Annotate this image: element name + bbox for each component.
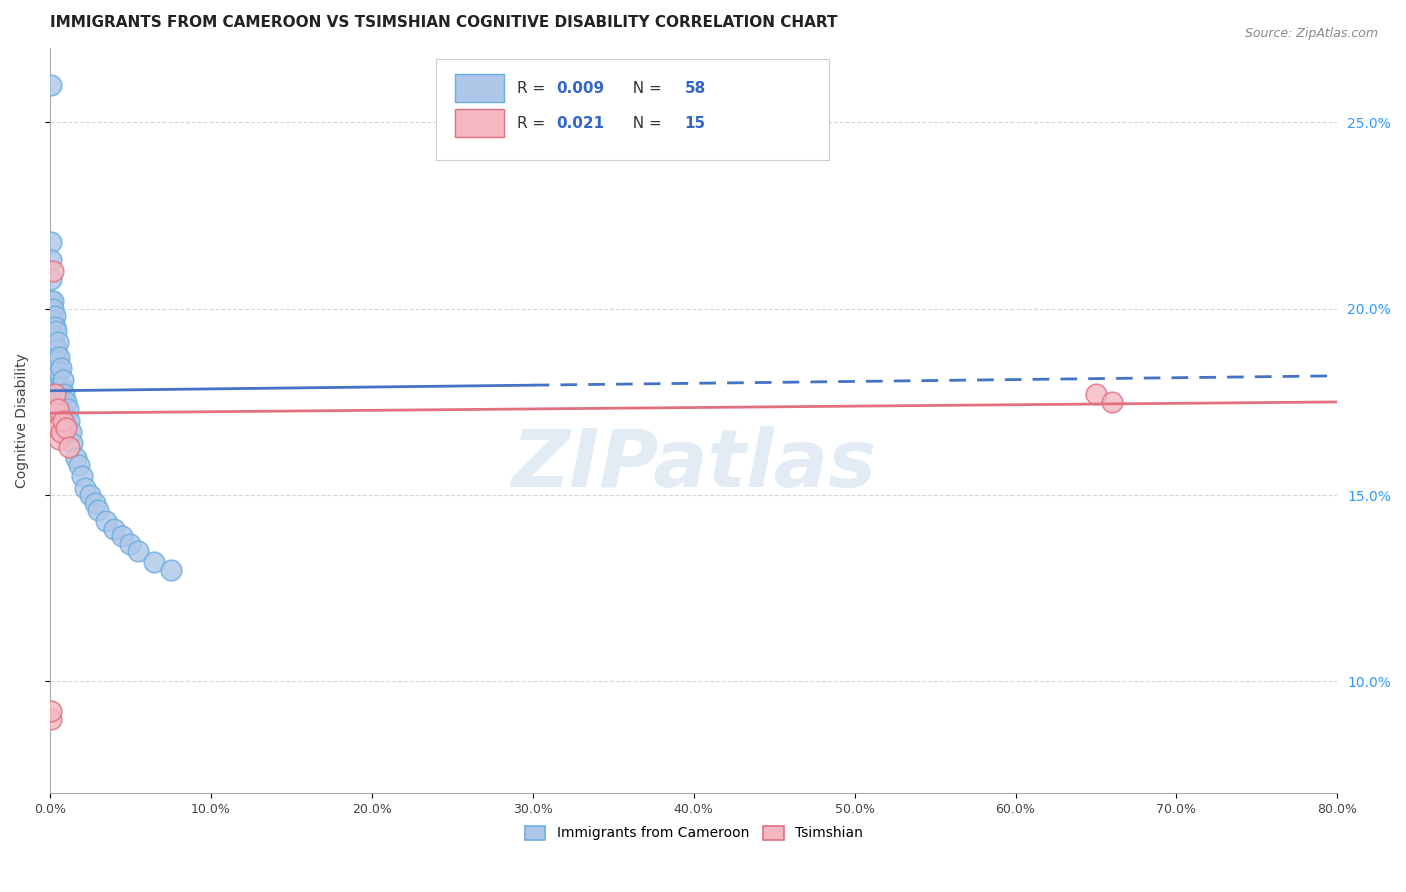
Point	[41, 704, 63, 718]
Point	[46, 354, 69, 368]
Text: 0.021: 0.021	[555, 116, 605, 130]
Point	[45, 376, 67, 391]
Point	[46, 402, 69, 417]
Point	[48, 432, 70, 446]
Text: Source: ZipAtlas.com: Source: ZipAtlas.com	[1244, 27, 1378, 40]
Point	[45, 361, 67, 376]
Point	[44, 339, 66, 353]
Text: 0.009: 0.009	[555, 80, 605, 95]
Point	[120, 536, 142, 550]
Point	[39, 78, 62, 92]
Point	[48, 387, 70, 401]
Point	[111, 529, 134, 543]
Point	[45, 343, 67, 357]
Point	[44, 373, 66, 387]
Text: N =: N =	[623, 116, 666, 130]
Point	[83, 495, 105, 509]
Point	[46, 335, 69, 350]
Point	[44, 320, 66, 334]
Point	[41, 313, 63, 327]
Legend: Immigrants from Cameroon, Tsimshian: Immigrants from Cameroon, Tsimshian	[519, 820, 868, 846]
Text: 58: 58	[685, 80, 706, 95]
FancyBboxPatch shape	[456, 74, 505, 103]
Point	[49, 425, 72, 439]
Point	[48, 365, 70, 379]
Point	[96, 514, 118, 528]
Point	[42, 264, 65, 278]
Point	[52, 409, 75, 424]
Point	[42, 313, 65, 327]
Point	[44, 354, 66, 368]
Point	[65, 450, 87, 465]
Point	[75, 481, 97, 495]
Point	[42, 294, 65, 309]
Point	[49, 361, 72, 376]
Text: N =: N =	[623, 80, 666, 95]
Point	[48, 350, 70, 364]
Point	[58, 440, 80, 454]
Point	[46, 421, 69, 435]
Point	[79, 488, 101, 502]
Text: R =: R =	[517, 80, 550, 95]
Point	[52, 413, 75, 427]
Point	[127, 544, 149, 558]
Point	[103, 522, 125, 536]
Point	[59, 425, 82, 439]
Point	[39, 712, 62, 726]
Point	[42, 301, 65, 316]
Point	[52, 373, 75, 387]
Point	[49, 402, 72, 417]
Point	[58, 413, 80, 427]
Point	[67, 458, 90, 473]
Point	[1101, 395, 1123, 409]
Point	[44, 384, 66, 398]
Point	[1085, 387, 1108, 401]
Point	[42, 368, 65, 383]
Point	[52, 391, 75, 405]
Point	[42, 339, 65, 353]
Y-axis label: Cognitive Disability: Cognitive Disability	[15, 353, 30, 488]
Text: R =: R =	[517, 116, 555, 130]
Point	[42, 354, 65, 368]
Point	[53, 387, 76, 401]
Point	[44, 309, 66, 323]
Text: ZIPatlas: ZIPatlas	[512, 426, 876, 504]
Point	[53, 406, 76, 420]
Point	[41, 272, 63, 286]
Point	[41, 294, 63, 309]
Text: 15: 15	[685, 116, 706, 130]
Text: IMMIGRANTS FROM CAMEROON VS TSIMSHIAN COGNITIVE DISABILITY CORRELATION CHART: IMMIGRANTS FROM CAMEROON VS TSIMSHIAN CO…	[49, 15, 838, 30]
Point	[45, 406, 67, 420]
Point	[56, 402, 79, 417]
Point	[42, 332, 65, 346]
Point	[44, 387, 66, 401]
FancyBboxPatch shape	[436, 59, 828, 160]
Point	[41, 253, 63, 268]
Point	[46, 380, 69, 394]
Point	[55, 395, 77, 409]
Point	[55, 421, 77, 435]
FancyBboxPatch shape	[456, 109, 505, 137]
Point	[159, 563, 181, 577]
Point	[87, 503, 110, 517]
Point	[70, 469, 93, 483]
Point	[143, 555, 166, 569]
Point	[60, 436, 83, 450]
Point	[55, 417, 77, 432]
Point	[46, 399, 69, 413]
Point	[49, 380, 72, 394]
Point	[45, 324, 67, 338]
Point	[41, 235, 63, 249]
Point	[45, 421, 67, 435]
